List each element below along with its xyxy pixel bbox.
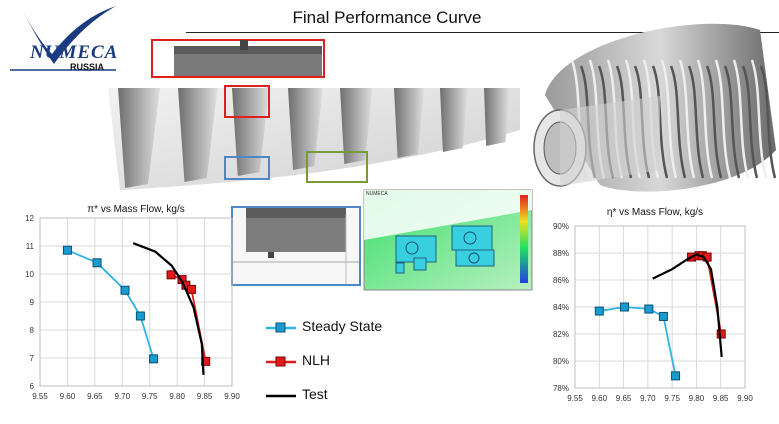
title-rule bbox=[186, 32, 779, 33]
eta-chart: 78% 80% 82% 84% 86% 88% 90% 9.55 9.60 9.65 9.70 9.7… bbox=[553, 222, 753, 403]
data-point-steady bbox=[594, 306, 604, 316]
rotor-fin bbox=[696, 59, 714, 179]
blade-row bbox=[108, 88, 520, 190]
slide: NUMECA RUSSIA Final Performance Curve bbox=[4, 2, 779, 406]
data-point-steady bbox=[92, 258, 102, 268]
data-point-steady bbox=[149, 354, 159, 364]
rotor-fin bbox=[750, 59, 768, 179]
x-tick-label: 9.75 bbox=[664, 394, 680, 403]
illustration-layer bbox=[108, 23, 777, 291]
y-tick-label: 11 bbox=[26, 242, 35, 251]
hub-detail bbox=[231, 206, 361, 286]
x-tick-label: 9.75 bbox=[142, 392, 158, 401]
rotor-model bbox=[533, 23, 777, 192]
data-point-steady bbox=[671, 371, 681, 381]
y-tick-label: 84% bbox=[553, 303, 569, 312]
page-title: Final Performance Curve bbox=[292, 8, 482, 27]
x-tick-label: 9.65 bbox=[87, 392, 103, 401]
logo-swoosh-icon bbox=[10, 6, 116, 71]
y-tick-label: 88% bbox=[553, 249, 569, 258]
rotor-fin bbox=[687, 65, 705, 179]
x-tick-label: 9.90 bbox=[737, 394, 753, 403]
legend-test-icon bbox=[266, 394, 296, 398]
x-tick-label: 9.65 bbox=[616, 394, 632, 403]
y-tick-label: 78% bbox=[553, 384, 569, 393]
numeca-logo: NUMECA RUSSIA bbox=[4, 2, 122, 74]
series-line-steady bbox=[67, 249, 155, 360]
x-tick-label: 9.85 bbox=[197, 392, 213, 401]
inset-label: NUMECA bbox=[366, 191, 388, 197]
data-point-steady bbox=[644, 304, 654, 314]
data-point-nlh bbox=[166, 270, 176, 280]
data-point-steady bbox=[658, 311, 668, 321]
blade-shape bbox=[484, 88, 510, 146]
logo-sub: RUSSIA bbox=[70, 62, 105, 72]
y-tick-label: 7 bbox=[30, 354, 35, 363]
data-point-steady bbox=[135, 311, 145, 321]
blade-shape bbox=[232, 88, 270, 176]
series-line-test bbox=[132, 242, 205, 375]
x-tick-label: 9.85 bbox=[713, 394, 729, 403]
legend-test-label: Test bbox=[302, 386, 328, 402]
data-point-steady bbox=[62, 245, 72, 255]
data-point-nlh bbox=[186, 284, 196, 294]
rotor-fin bbox=[678, 59, 696, 179]
rotor-fin bbox=[705, 65, 723, 179]
x-tick-label: 9.80 bbox=[689, 394, 705, 403]
y-tick-label: 10 bbox=[25, 270, 34, 279]
plot-frame bbox=[39, 217, 233, 387]
rotor-fin bbox=[723, 65, 741, 179]
y-tick-label: 6 bbox=[30, 382, 35, 391]
blade-shape bbox=[440, 88, 468, 152]
rotor-fin bbox=[732, 59, 750, 179]
plot-frame bbox=[574, 225, 746, 389]
x-tick-label: 9.90 bbox=[224, 392, 240, 401]
data-point-steady bbox=[120, 285, 130, 295]
y-tick-label: 9 bbox=[30, 298, 35, 307]
hub-highlight-box bbox=[224, 156, 270, 180]
y-tick-label: 12 bbox=[25, 214, 34, 223]
pi-chart-title: π* vs Mass Flow, kg/s bbox=[87, 204, 185, 215]
x-tick-label: 9.80 bbox=[169, 392, 185, 401]
x-tick-label: 9.60 bbox=[591, 394, 607, 403]
rotor-fin bbox=[714, 59, 732, 179]
tip-highlight-box bbox=[224, 85, 270, 118]
x-tick-label: 9.70 bbox=[640, 394, 656, 403]
legend-item-test: Test bbox=[266, 386, 386, 406]
x-tick-label: 9.55 bbox=[567, 394, 583, 403]
x-tick-label: 9.60 bbox=[60, 392, 76, 401]
x-tick-label: 9.70 bbox=[114, 392, 130, 401]
data-point-nlh bbox=[716, 329, 726, 339]
cavity-highlight-box bbox=[306, 151, 368, 183]
legend-steady-label: Steady State bbox=[302, 318, 383, 334]
rotor-fin bbox=[669, 65, 687, 179]
blade-shape bbox=[288, 88, 323, 170]
rotor-fin bbox=[759, 65, 777, 179]
data-point-steady bbox=[620, 302, 630, 312]
tip-detail bbox=[151, 39, 325, 78]
legend-item-steady: Steady State bbox=[266, 318, 386, 338]
y-tick-label: 8 bbox=[30, 326, 35, 335]
blade-shape bbox=[394, 88, 424, 158]
blade-shape bbox=[178, 88, 218, 182]
eta-chart-title: η* vs Mass Flow, kg/s bbox=[606, 207, 704, 218]
legend-nlh-label: NLH bbox=[302, 352, 331, 368]
cfd-inset bbox=[363, 189, 533, 291]
logo-word: NUMECA bbox=[30, 42, 119, 63]
y-tick-label: 86% bbox=[553, 276, 569, 285]
rotor-fin bbox=[741, 65, 759, 179]
pi-chart: 6 7 8 9 10 11 12 9.55 9.60 9.65 9.70 9.75 9.80 9.85 9.… bbox=[25, 214, 240, 401]
y-tick-label: 80% bbox=[553, 357, 569, 366]
blade-shape bbox=[340, 88, 373, 164]
blade-shape bbox=[118, 88, 160, 188]
y-tick-label: 90% bbox=[553, 222, 569, 231]
legend-item-nlh: NLH bbox=[266, 352, 386, 372]
legend-nlh-icon bbox=[266, 356, 296, 367]
x-tick-label: 9.55 bbox=[32, 392, 48, 401]
series-line-test bbox=[652, 253, 723, 358]
rotor-fin bbox=[660, 59, 678, 179]
legend-steady-icon bbox=[266, 322, 296, 333]
y-tick-label: 82% bbox=[553, 330, 569, 339]
